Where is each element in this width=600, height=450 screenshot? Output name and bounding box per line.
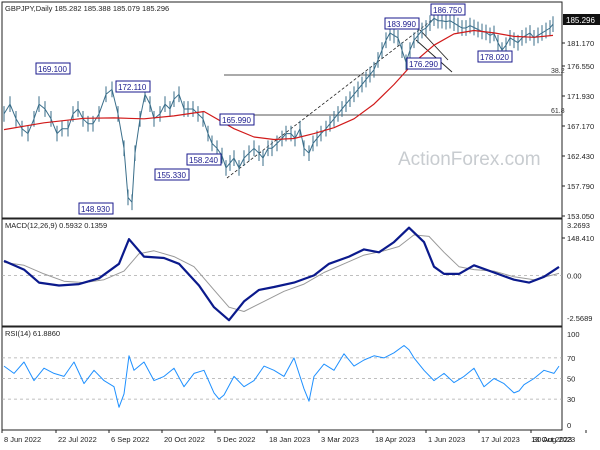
x-tick-label: 8 Jun 2022	[4, 435, 41, 444]
trend-line	[226, 19, 433, 179]
macd-panel-frame	[1, 218, 563, 327]
price-y-tick-label: 157.790	[567, 182, 594, 191]
x-tick-label: 20 Oct 2022	[164, 435, 205, 444]
rsi-y-tick-label: 0	[567, 421, 571, 430]
price-label-box	[430, 3, 466, 16]
price-y-tick-label: 167.170	[567, 122, 594, 131]
price-label: 178.020	[480, 53, 509, 62]
price-label-box	[78, 202, 114, 215]
price-y-tick-label: 171.930	[567, 92, 594, 101]
last-price-label: 185.296	[566, 16, 595, 25]
x-tick-label: 13 Oct 2023	[531, 435, 572, 444]
x-tick-label: 17 Jul 2023	[481, 435, 520, 444]
x-tick-label: 22 Jul 2022	[58, 435, 97, 444]
rsi-line	[3, 345, 560, 408]
x-tick-label: 5 Dec 2022	[217, 435, 255, 444]
rsi-panel-title: RSI(14) 61.8860	[5, 329, 60, 338]
price-label-box	[477, 50, 513, 63]
price-panel-title: GBPJPY,Daily 185.282 185.388 185.079 185…	[5, 4, 169, 13]
rsi-y-tick-label: 70	[567, 354, 575, 363]
price-label: 176.290	[409, 60, 438, 69]
price-label: 183.990	[387, 20, 416, 29]
price-y-tick-label: 181.170	[567, 39, 594, 48]
price-label-box	[115, 80, 151, 93]
price-y-tick-label: 176.550	[567, 62, 594, 71]
price-label: 155.330	[157, 171, 186, 180]
price-label: 148.930	[81, 205, 110, 214]
macd-line	[3, 226, 560, 322]
price-label-box	[35, 62, 71, 75]
moving-average-line	[3, 29, 554, 141]
x-tick-label: 6 Sep 2022	[111, 435, 149, 444]
price-y-tick-label: 153.050	[567, 212, 594, 221]
rsi-y-tick-label: 100	[567, 330, 580, 339]
price-y-tick-label: 162.430	[567, 152, 594, 161]
fib-label: 38.2	[551, 68, 565, 75]
price-label: 158.240	[189, 156, 218, 165]
rsi-y-tick-label: 30	[567, 395, 575, 404]
last-price-badge	[563, 14, 600, 25]
price-label: 169.100	[38, 65, 67, 74]
price-label: 186.750	[433, 6, 462, 15]
price-line	[3, 17, 554, 203]
projection-line	[415, 39, 453, 73]
price-label-box	[154, 168, 190, 181]
price-label-box	[219, 113, 255, 126]
fib-label: 61.8	[551, 108, 565, 115]
x-tick-label: 18 Apr 2023	[375, 435, 415, 444]
price-label-box	[406, 57, 442, 70]
price-label: 172.110	[118, 83, 147, 92]
x-tick-label: 3 Mar 2023	[321, 435, 359, 444]
x-tick-label: 18 Jan 2023	[269, 435, 310, 444]
x-tick-label: 30 Aug 2023	[533, 435, 575, 444]
macd-y-tick-label: 3.2693	[567, 221, 590, 230]
macd-panel-title: MACD(12,26,9) 0.5932 0.1359	[5, 221, 107, 230]
rsi-y-tick-label: 50	[567, 375, 575, 384]
price-label-box	[384, 17, 420, 30]
macd-y-tick-label: 0.00	[567, 271, 582, 280]
price-y-tick-label: 148.410	[567, 234, 594, 243]
price-panel-frame	[1, 1, 563, 219]
signal-line	[3, 234, 560, 312]
price-label: 165.990	[222, 116, 251, 125]
macd-y-tick-label: -2.5689	[567, 314, 592, 323]
watermark-text: ActionForex.com	[398, 149, 541, 170]
price-label-box	[186, 153, 222, 166]
x-tick-label: 1 Jun 2023	[428, 435, 465, 444]
